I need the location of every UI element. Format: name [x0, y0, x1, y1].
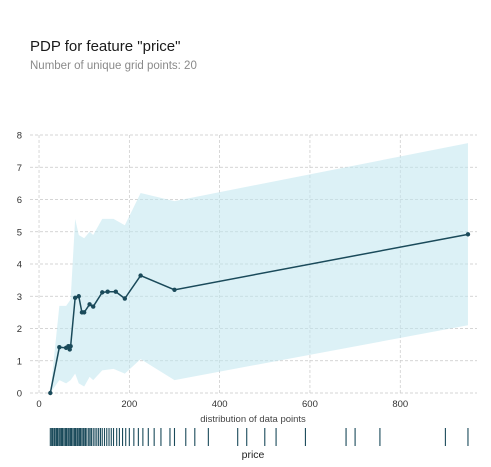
- pdp-points: [48, 232, 471, 396]
- pdp-point: [87, 302, 92, 307]
- pdp-point: [48, 390, 53, 396]
- x-tick-label: 200: [121, 399, 137, 410]
- pdp-point: [68, 344, 73, 349]
- pdp-point: [72, 295, 78, 301]
- pdp-point: [122, 296, 128, 301]
- y-tick-label: 6: [17, 195, 22, 206]
- y-tick-label: 5: [17, 227, 22, 238]
- pdp-point: [100, 290, 105, 295]
- x-tick-label: 600: [302, 399, 318, 410]
- pdp-point: [465, 232, 471, 237]
- confidence-band: [50, 143, 468, 393]
- x-tick-label: 0: [36, 399, 41, 410]
- pdp-point: [172, 287, 177, 292]
- rug-plot: [49, 428, 469, 446]
- pdp-point: [57, 345, 62, 350]
- y-tick-label: 8: [17, 131, 22, 142]
- y-tick-label: 1: [17, 356, 22, 367]
- x-axis-label: price: [242, 449, 265, 461]
- y-tick-label: 4: [17, 260, 22, 271]
- x-tick-label: 400: [212, 399, 228, 410]
- pdp-point: [81, 310, 87, 315]
- y-tick-label: 7: [17, 163, 22, 174]
- y-axis-ticks: 0 1 2 3 4 5 6 7 8: [17, 131, 22, 400]
- pdp-point: [113, 289, 118, 294]
- y-tick-label: 0: [17, 389, 22, 400]
- x-tick-label: 800: [392, 399, 408, 410]
- pdp-point: [105, 289, 110, 294]
- pdp-point: [91, 304, 96, 309]
- pdp-point: [76, 294, 81, 299]
- rug-label: distribution of data points: [200, 414, 306, 425]
- x-axis-ticks: 0 200 400 600 800: [36, 399, 408, 410]
- y-tick-label: 3: [17, 292, 22, 303]
- pdp-point: [138, 273, 143, 278]
- chart-subtitle: Number of unique grid points: 20: [30, 60, 197, 72]
- chart-title: PDP for feature "price": [30, 38, 181, 55]
- y-tick-label: 2: [17, 324, 22, 335]
